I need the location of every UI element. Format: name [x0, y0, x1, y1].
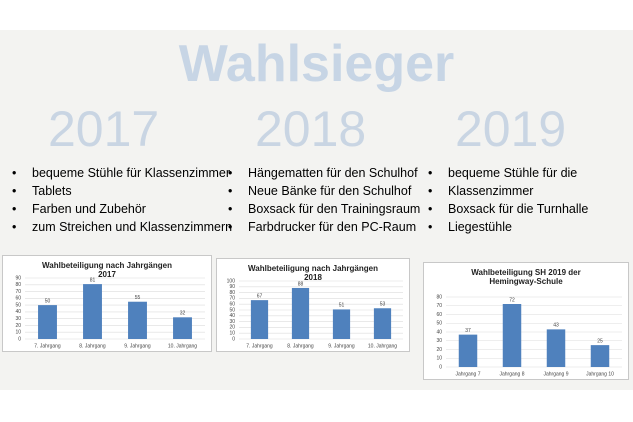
data-label: 81 — [90, 277, 96, 283]
x-tick-label: 10. Jahrgang — [168, 343, 197, 349]
bullet-item: Klassenzimmer — [428, 184, 588, 202]
y-tick-label: 30 — [15, 316, 21, 322]
y-tick-label: 10 — [229, 331, 235, 337]
bar — [332, 309, 351, 339]
data-label: 37 — [465, 328, 471, 334]
x-tick-label: Jahrgang 9 — [543, 371, 568, 377]
data-label: 43 — [553, 323, 559, 329]
x-tick-label: 8. Jahrgang — [79, 343, 106, 349]
chart-title: Wahlbeteiligung SH 2019 der Hemingway-Sc… — [471, 268, 581, 286]
y-tick-label: 60 — [436, 312, 442, 318]
bullet-item: zum Streichen und Klassenzimmern — [12, 220, 232, 238]
bullet-item: Tablets — [12, 184, 232, 202]
bullet-item: Liegestühle — [428, 220, 588, 238]
y-tick-label: 0 — [439, 364, 442, 370]
y-tick-label: 50 — [229, 307, 235, 313]
bullet-item: Farbdrucker für den PC-Raum — [228, 220, 420, 238]
data-label: 32 — [180, 311, 186, 317]
data-label: 88 — [298, 281, 304, 287]
bullet-item: Boxsack für den Trainingsraum — [228, 202, 420, 220]
y-tick-label: 60 — [15, 296, 21, 302]
bar — [173, 317, 192, 339]
data-label: 50 — [45, 298, 51, 304]
x-tick-label: Jahrgang 10 — [586, 371, 614, 377]
chart: Wahlbeteiligung SH 2019 der Hemingway-Sc… — [423, 262, 629, 380]
x-tick-label: 10. Jahrgang — [368, 343, 397, 349]
data-label: 25 — [597, 338, 603, 344]
bar — [546, 329, 566, 367]
bullet-list: bequeme Stühle für dieKlassenzimmerBoxsa… — [428, 166, 588, 238]
y-tick-label: 40 — [229, 313, 235, 319]
bullet-item: bequeme Stühle für Klassenzimmer — [12, 166, 232, 184]
y-tick-label: 70 — [229, 296, 235, 302]
y-tick-label: 50 — [436, 321, 442, 327]
data-label: 53 — [380, 302, 386, 308]
bullet-item: bequeme Stühle für die — [428, 166, 588, 184]
y-tick-label: 40 — [15, 309, 21, 315]
year: 2019 — [455, 101, 567, 157]
y-tick-label: 80 — [229, 290, 235, 296]
bar — [128, 301, 147, 339]
chart-plot: 0 10 20 30 40 50 60 70 80 Jahrgang 7 37 Jahrgang 8 7… — [436, 294, 622, 377]
year: 2017 — [48, 101, 160, 157]
bar — [83, 284, 102, 339]
bullet-list: Hängematten für den SchulhofNeue Bänke f… — [228, 166, 420, 238]
x-tick-label: 9. Jahrgang — [328, 343, 355, 349]
data-label: 67 — [257, 293, 263, 299]
bullet-item: Neue Bänke für den Schulhof — [228, 184, 420, 202]
x-tick-label: Jahrgang 7 — [455, 371, 480, 377]
y-tick-label: 100 — [227, 278, 236, 284]
y-tick-label: 20 — [229, 325, 235, 331]
y-tick-label: 70 — [15, 289, 21, 295]
y-tick-label: 60 — [229, 302, 235, 308]
y-tick-label: 50 — [15, 302, 21, 308]
x-tick-label: 7. Jahrgang — [34, 343, 61, 349]
bar — [502, 304, 522, 367]
y-tick-label: 90 — [15, 275, 21, 281]
y-tick-label: 30 — [229, 319, 235, 325]
x-tick-label: 8. Jahrgang — [287, 343, 314, 349]
y-tick-label: 80 — [15, 282, 21, 288]
y-tick-label: 90 — [229, 284, 235, 290]
bar — [291, 287, 310, 339]
x-tick-label: 9. Jahrgang — [124, 343, 151, 349]
y-tick-label: 40 — [436, 329, 442, 335]
data-label: 55 — [135, 295, 141, 301]
bar — [458, 334, 478, 367]
x-tick-label: 7. Jahrgang — [246, 343, 273, 349]
data-label: 51 — [339, 303, 345, 309]
bar — [590, 345, 610, 367]
bar — [38, 305, 57, 339]
bullet-item: Boxsack für die Turnhalle — [428, 202, 588, 220]
y-tick-label: 0 — [18, 336, 21, 342]
y-tick-label: 20 — [436, 347, 442, 353]
y-tick-label: 10 — [15, 330, 21, 336]
chart-title: Wahlbeteiligung nach Jahrgängen 2017 — [42, 261, 172, 279]
y-tick-label: 0 — [232, 336, 235, 342]
chart-title: Wahlbeteiligung nach Jahrgängen 2018 — [248, 264, 378, 282]
bullet-list: bequeme Stühle für KlassenzimmerTabletsF… — [12, 166, 232, 238]
year: 2018 — [255, 101, 367, 157]
bullet-item: Hängematten für den Schulhof — [228, 166, 420, 184]
y-tick-label: 30 — [436, 338, 442, 344]
chart: Wahlbeteiligung nach Jahrgängen 2017 0 10 2… — [2, 255, 212, 352]
bullet-item: Farben und Zubehör — [12, 202, 232, 220]
bar — [250, 300, 269, 339]
y-tick-label: 20 — [15, 323, 21, 329]
chart: Wahlbeteiligung nach Jahrgängen 2018 0 10 2… — [216, 258, 410, 352]
y-tick-label: 10 — [436, 356, 442, 362]
y-tick-label: 80 — [436, 294, 442, 300]
bar — [373, 308, 392, 339]
x-tick-label: Jahrgang 8 — [499, 371, 524, 377]
slide-title: Wahlsieger — [178, 35, 455, 93]
data-label: 72 — [509, 297, 515, 303]
y-tick-label: 70 — [436, 303, 442, 309]
